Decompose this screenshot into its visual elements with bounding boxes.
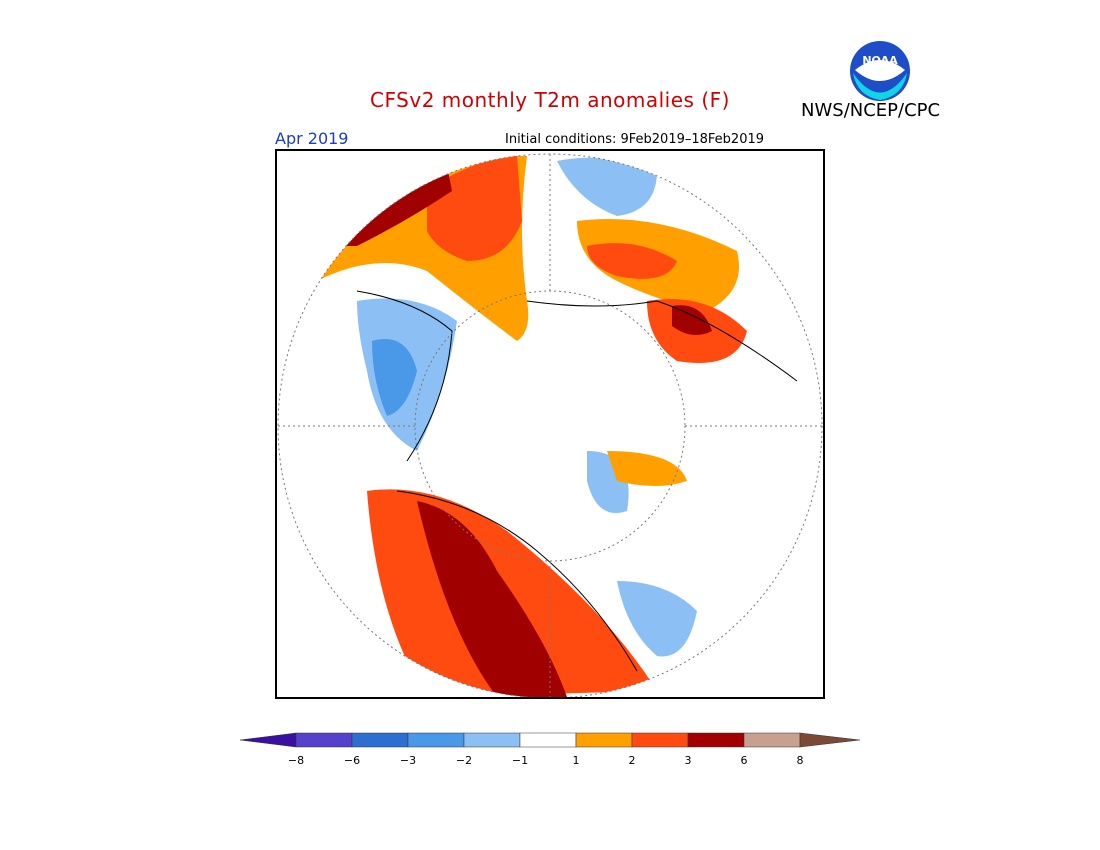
chart-title: CFSv2 monthly T2m anomalies (F): [370, 88, 730, 112]
anomaly-hot-siberia: [587, 243, 677, 279]
scale-tick: −8: [287, 754, 305, 767]
noaa-logo-text: NOAA: [862, 54, 898, 67]
scale-tick: 1: [572, 754, 580, 767]
anomaly-warm-alaska-edge: [607, 451, 687, 486]
anomaly-colder-greenland: [372, 339, 417, 416]
noaa-logo: NOAA: [849, 40, 911, 102]
forecast-month: Apr 2019: [275, 129, 349, 148]
scale-tick: −6: [343, 754, 361, 767]
color-bin-4: [463, 732, 521, 748]
color-scale-bar: [240, 732, 860, 748]
organization-label: NWS/NCEP/CPC: [801, 100, 941, 121]
scale-tick: 6: [740, 754, 748, 767]
scale-tick: −2: [455, 754, 473, 767]
color-bin-above-max: [799, 732, 860, 748]
color-bin-7: [631, 732, 689, 748]
coastline-greenland: [356, 290, 453, 462]
anomaly-cold-central-asia: [557, 157, 657, 216]
color-bin-8: [687, 732, 745, 748]
color-bin-1: [295, 732, 353, 748]
scale-tick: 2: [628, 754, 636, 767]
anomaly-very-hot-canada: [417, 501, 567, 697]
polar-map: [275, 149, 825, 699]
color-bin-3: [407, 732, 465, 748]
anomaly-cold-siberia-small: [617, 581, 697, 657]
color-bin-6: [575, 732, 633, 748]
color-bin-2: [351, 732, 409, 748]
anomaly-very-hot-scandinavia: [337, 166, 452, 246]
anomaly-hot-europe: [427, 156, 522, 261]
color-bin-below-min: [240, 732, 297, 748]
color-bin-5: [519, 732, 577, 748]
scale-tick: 3: [684, 754, 692, 767]
coastline-siberia: [526, 300, 798, 382]
scale-tick: 8: [796, 754, 804, 767]
coastline-north-america: [396, 490, 638, 672]
scale-tick: −1: [511, 754, 529, 767]
anomaly-very-hot-east-asia: [672, 305, 712, 335]
initial-conditions: Initial conditions: 9Feb2019–18Feb2019: [505, 132, 765, 147]
scale-tick: −3: [399, 754, 417, 767]
color-bin-9: [743, 732, 801, 748]
